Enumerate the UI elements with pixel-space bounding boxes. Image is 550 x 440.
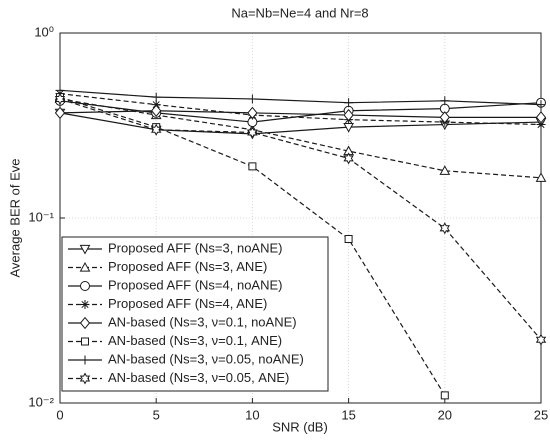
point-marker bbox=[535, 172, 547, 182]
point-marker bbox=[248, 162, 257, 171]
y-tick-label: 10⁰ bbox=[34, 24, 54, 39]
legend-marker bbox=[79, 244, 91, 255]
legend-label: AN-based (Ns=3, ν=0.1, noANE) bbox=[108, 314, 297, 329]
legend-marker bbox=[81, 337, 89, 346]
point-marker bbox=[247, 94, 257, 104]
legend-marker bbox=[79, 261, 91, 272]
legend-box bbox=[61, 236, 329, 392]
point-marker bbox=[343, 108, 354, 122]
legend: Proposed AFF (Ns=3, noANE) Proposed AFF (… bbox=[61, 236, 329, 392]
legend-marker bbox=[80, 281, 91, 291]
legend-marker bbox=[79, 372, 91, 385]
x-tick-label: 5 bbox=[153, 407, 160, 422]
point-marker bbox=[536, 100, 546, 110]
x-tick-label: 10 bbox=[245, 407, 259, 422]
x-tick-label: 15 bbox=[341, 407, 355, 422]
x-tick-label: 25 bbox=[534, 407, 548, 422]
point-marker bbox=[536, 120, 546, 130]
point-marker bbox=[247, 106, 258, 120]
point-marker bbox=[535, 111, 547, 124]
series-line bbox=[59, 110, 541, 118]
point-marker bbox=[150, 123, 162, 136]
point-marker bbox=[54, 92, 66, 106]
legend-label: AN-based (Ns=3, ν=0.05, ANE) bbox=[108, 370, 289, 385]
point-marker bbox=[247, 126, 258, 139]
series-line bbox=[59, 93, 542, 126]
chart-title: Na=Nb=Ne=4 and Nr=8 bbox=[231, 5, 368, 20]
legend-marker bbox=[80, 355, 90, 365]
point-marker bbox=[535, 333, 547, 346]
point-marker bbox=[440, 96, 450, 106]
point-marker bbox=[439, 165, 451, 175]
y-axis-label: Average BER of Eve bbox=[7, 159, 22, 278]
legend-marker bbox=[80, 300, 90, 309]
x-axis-label: SNR (dB) bbox=[272, 419, 328, 434]
point-marker bbox=[344, 98, 354, 108]
point-marker bbox=[151, 92, 161, 102]
series-line bbox=[59, 89, 542, 106]
legend-marker bbox=[79, 316, 91, 330]
legend-label: AN-based (Ns=3, ν=0.1, ANE) bbox=[108, 333, 282, 348]
point-marker bbox=[439, 111, 450, 124]
point-marker bbox=[343, 152, 354, 165]
legend-label: Proposed AFF (Ns=3, noANE) bbox=[108, 240, 283, 255]
series-line bbox=[59, 98, 542, 341]
legend-label: Proposed AFF (Ns=4, noANE) bbox=[108, 277, 283, 292]
point-marker bbox=[344, 234, 353, 243]
point-marker bbox=[54, 106, 66, 120]
series-line bbox=[59, 98, 542, 179]
point-marker bbox=[439, 222, 451, 235]
point-marker bbox=[439, 103, 450, 114]
point-marker bbox=[151, 104, 162, 117]
series-line bbox=[59, 112, 542, 135]
x-tick-label: 0 bbox=[56, 407, 63, 422]
x-tick-label: 20 bbox=[438, 407, 452, 422]
y-tick-label: 10⁻¹ bbox=[28, 209, 54, 224]
point-marker bbox=[440, 391, 449, 400]
y-tick-label: 10⁻² bbox=[28, 394, 54, 409]
point-marker bbox=[247, 117, 258, 128]
legend-label: Proposed AFF (Ns=3, ANE) bbox=[108, 259, 267, 274]
legend-label: AN-based (Ns=3, ν=0.05, noANE) bbox=[108, 351, 304, 366]
legend-label: Proposed AFF (Ns=4, ANE) bbox=[108, 296, 267, 311]
plot-frame bbox=[59, 32, 542, 404]
